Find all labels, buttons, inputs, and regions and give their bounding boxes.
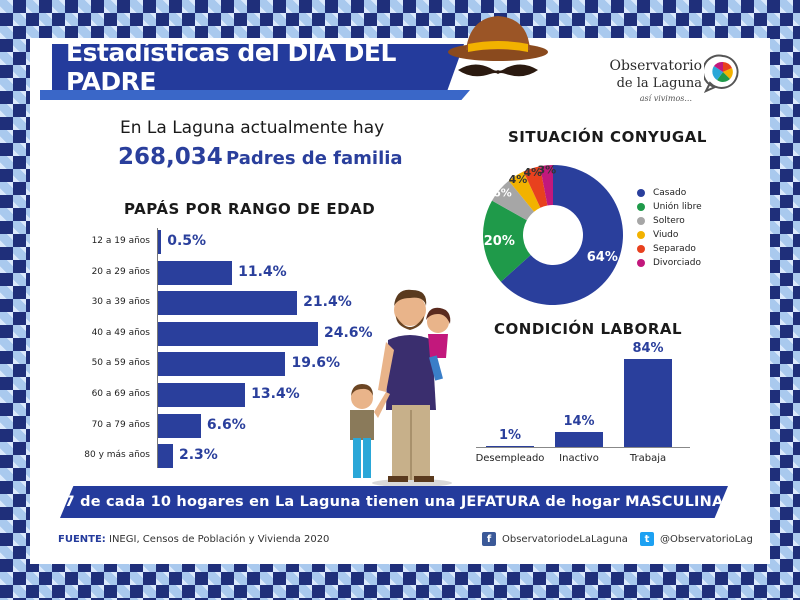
age-category-label: 40 a 49 años	[91, 327, 150, 338]
age-bar	[158, 383, 246, 407]
fathers-count-unit: Padres de familia	[226, 148, 403, 169]
age-category-label: 70 a 79 años	[91, 419, 150, 430]
labor-value-label: 14%	[563, 414, 595, 430]
donut-slice	[483, 200, 531, 282]
source-label: FUENTE:	[58, 534, 106, 545]
age-value-label: 19.6%	[291, 355, 341, 372]
legend-item: Viudo	[637, 228, 678, 242]
age-bar	[158, 413, 201, 438]
title-stripe	[40, 90, 470, 100]
donut-value-label: 6%	[493, 186, 512, 199]
age-bar	[158, 444, 173, 469]
labor-bar	[486, 445, 534, 447]
age-category-label: 50 a 59 años	[91, 358, 150, 369]
source-text: INEGI, Censos de Población y Vivienda 20…	[109, 534, 330, 545]
legend-label: Casado	[653, 188, 687, 198]
donut-slice	[500, 165, 623, 305]
labor-chart-title: CONDICIÓN LABORAL	[494, 320, 683, 338]
labor-category-label: Inactivo	[559, 453, 599, 464]
age-category-label: 80 y más años	[84, 450, 150, 461]
legend-item: Separado	[637, 242, 696, 256]
legend-swatch	[637, 203, 645, 211]
age-category-label: 12 a 19 años	[91, 236, 150, 246]
logo-line-2: de la Laguna	[616, 76, 702, 91]
donut-value-label: 3%	[538, 163, 557, 176]
age-value-label: 0.5%	[167, 233, 207, 249]
labor-category-label: Trabaja	[629, 453, 667, 464]
donut-slice	[540, 165, 553, 206]
logo-line-1: Observatorio	[609, 58, 702, 74]
marital-chart-title: SITUACIÓN CONYUGAL	[508, 128, 707, 146]
marital-donut-chart: 64%20%6%4%4%3%	[483, 163, 623, 305]
legend-swatch	[637, 231, 645, 239]
fathers-count: 268,034	[118, 144, 223, 170]
donut-value-label: 4%	[509, 173, 528, 186]
legend-item: Divorciado	[637, 256, 701, 270]
facebook-link[interactable]: f ObservatoriodeLaLaguna	[482, 530, 628, 548]
labor-bar	[624, 359, 672, 447]
legend-item: Casado	[637, 186, 686, 200]
age-axis-line	[157, 228, 158, 468]
age-value-label: 21.4%	[303, 294, 352, 311]
age-value-label: 24.6%	[324, 324, 373, 341]
observatorio-logo: Observatorio de la Laguna así vivimos...	[592, 54, 752, 106]
observatorio-logo-icon	[704, 54, 739, 93]
legend-swatch	[637, 259, 645, 267]
age-value-label: 6.6%	[206, 416, 246, 433]
twitter-icon: t	[640, 532, 654, 546]
donut-slice	[492, 180, 535, 221]
facebook-icon: f	[482, 532, 496, 546]
legend-item: Unión libre	[637, 200, 702, 214]
labor-value-label: 1%	[498, 427, 522, 443]
facebook-handle: ObservatoriodeLaLaguna	[502, 533, 628, 545]
donut-slice	[523, 166, 548, 208]
legend-label: Separado	[653, 244, 696, 254]
age-bar	[158, 291, 298, 316]
family-illustration	[350, 289, 452, 487]
hat-mustache-icon	[448, 16, 548, 77]
age-value-label: 11.4%	[238, 263, 287, 280]
labor-value-label: 84%	[632, 341, 664, 356]
age-bar	[158, 352, 286, 377]
legend-swatch	[637, 217, 645, 225]
logo-tagline: así vivimos...	[639, 94, 692, 103]
twitter-handle: @ObservatorioLag	[660, 533, 753, 545]
age-chart-title: PAPÁS POR RANGO DE EDAD	[124, 200, 376, 218]
household-banner-text: 7 de cada 10 hogares en La Laguna tienen…	[64, 494, 724, 510]
age-bar	[158, 321, 318, 346]
legend-swatch	[637, 189, 645, 197]
age-bar	[158, 260, 233, 285]
page-title: Estadísticas del DÍA DEL PADRE	[66, 38, 396, 96]
title-banner: Estadísticas del DÍA DEL PADRE	[52, 44, 464, 90]
legend-item: Soltero	[637, 214, 685, 228]
age-category-label: 30 a 39 años	[91, 297, 150, 308]
labor-category-label: Desempleado	[475, 453, 545, 464]
legend-label: Soltero	[653, 216, 685, 226]
household-banner: 7 de cada 10 hogares en La Laguna tienen…	[60, 486, 728, 518]
age-value-label: 13.4%	[251, 386, 300, 402]
donut-slice	[508, 171, 541, 212]
donut-value-label: 64%	[587, 250, 618, 265]
intro-text: En La Laguna actualmente hay	[120, 118, 385, 138]
labor-bar	[555, 432, 603, 447]
age-category-label: 20 a 29 años	[91, 266, 150, 277]
legend-swatch	[637, 245, 645, 253]
twitter-link[interactable]: t @ObservatorioLag	[640, 530, 753, 548]
source-line: FUENTE: INEGI, Censos de Población y Viv…	[58, 534, 329, 545]
donut-value-label: 4%	[523, 166, 542, 179]
donut-value-label: 20%	[484, 234, 515, 249]
legend-label: Divorciado	[653, 258, 701, 268]
legend-label: Unión libre	[653, 202, 702, 212]
legend-label: Viudo	[653, 230, 679, 240]
age-value-label: 2.3%	[178, 447, 218, 464]
labor-baseline	[476, 447, 690, 448]
age-bar	[158, 230, 162, 254]
age-category-label: 60 a 69 años	[91, 389, 150, 399]
